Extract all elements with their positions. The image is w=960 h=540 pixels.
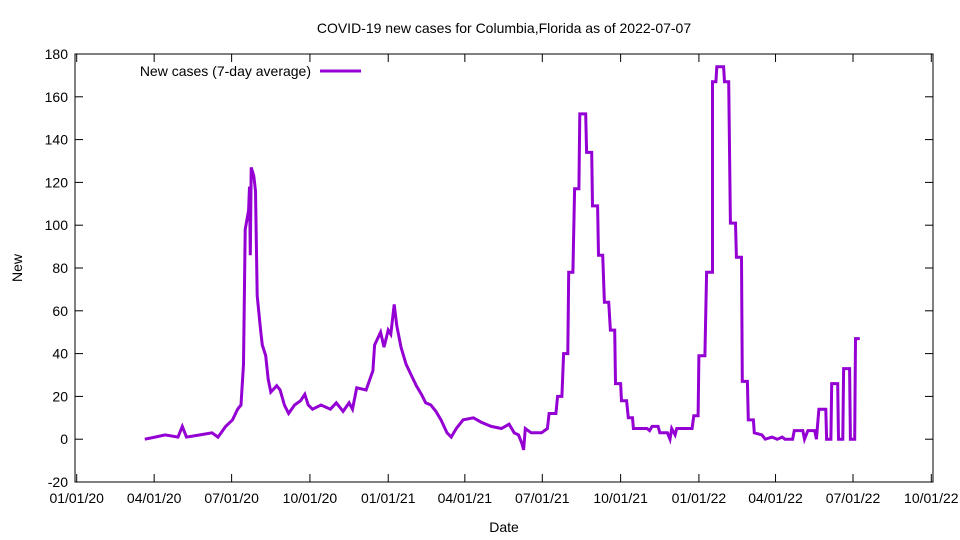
y-tick-label: 20 <box>52 388 68 404</box>
x-axis-label: Date <box>489 519 519 535</box>
series-line <box>144 65 860 451</box>
x-tick-label: 07/01/20 <box>204 490 259 506</box>
x-tick-label: 10/01/22 <box>904 490 959 506</box>
y-tick-label: 100 <box>45 217 69 233</box>
y-tick-label: 160 <box>45 89 69 105</box>
x-tick-label: 04/01/22 <box>748 490 803 506</box>
y-tick-label: 120 <box>45 174 69 190</box>
x-tick-label: 10/01/20 <box>283 490 338 506</box>
plot-frame <box>74 53 934 483</box>
y-tick-label: 180 <box>45 46 69 62</box>
y-tick-label: 140 <box>45 132 69 148</box>
y-tick-label: -20 <box>48 474 68 490</box>
x-tick-label: 07/01/21 <box>515 490 570 506</box>
y-tick-label: 80 <box>52 260 68 276</box>
x-tick-label: 07/01/22 <box>826 490 881 506</box>
y-tick-label: 0 <box>60 431 68 447</box>
y-axis-label: New <box>9 253 25 282</box>
x-tick-label: 01/01/22 <box>672 490 727 506</box>
y-tick-label: 60 <box>52 303 68 319</box>
chart-title: COVID-19 new cases for Columbia,Florida … <box>317 20 692 36</box>
x-tick-label: 04/01/20 <box>127 490 182 506</box>
x-tick-label: 10/01/21 <box>593 490 648 506</box>
x-tick-label: 01/01/21 <box>361 490 416 506</box>
y-tick-label: 40 <box>52 346 68 362</box>
x-tick-label: 04/01/21 <box>438 490 493 506</box>
legend-label: New cases (7-day average) <box>140 63 311 79</box>
legend: New cases (7-day average) <box>140 63 361 79</box>
x-tick-label: 01/01/20 <box>49 490 104 506</box>
